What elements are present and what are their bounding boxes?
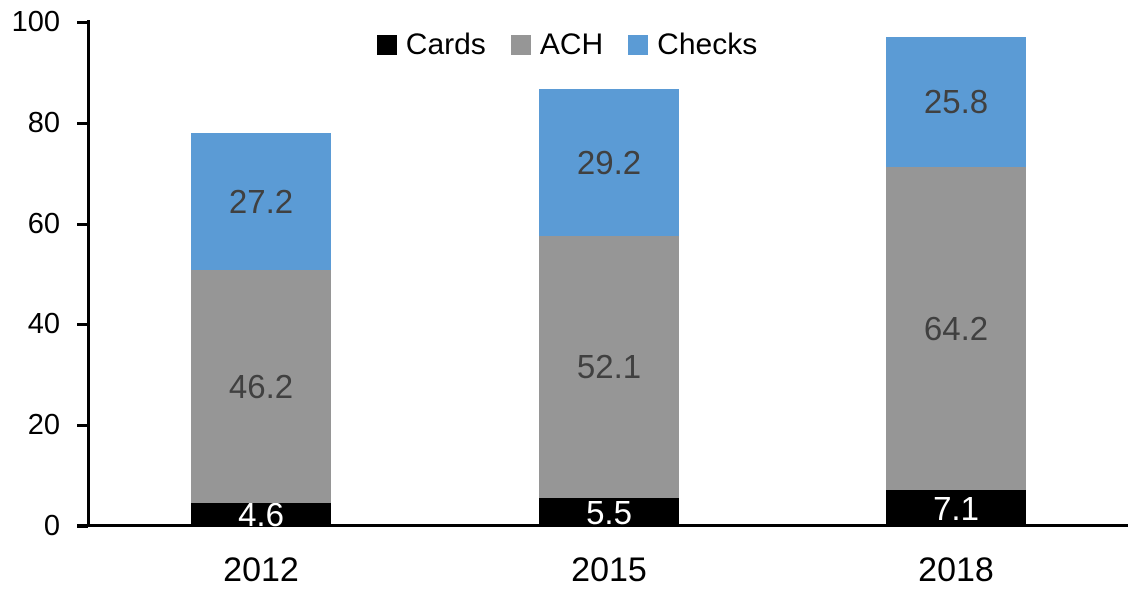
chart-legend: Cards ACH Checks: [0, 27, 1134, 63]
legend-label: Cards: [405, 28, 486, 61]
y-axis-tick: [77, 323, 88, 327]
bar-value-label: 29.2: [576, 143, 642, 181]
bar-segment-ach-2012: 46.2: [191, 269, 331, 503]
legend-label: Checks: [657, 28, 758, 61]
y-axis-tick: [77, 21, 88, 24]
legend-swatch-cards: [376, 35, 397, 55]
legend-label: ACH: [539, 28, 604, 61]
bar-segment-ach-2015: 52.1: [539, 235, 679, 499]
bar-segment-cards-2012: 4.6: [191, 498, 331, 531]
bar-value-label: 5.5: [586, 493, 632, 531]
bar-value-label: 64.2: [923, 309, 989, 347]
y-axis-tick-label: 0: [43, 510, 60, 542]
bar-segment-checks-2012: 27.2: [191, 132, 331, 270]
bar-segment-cards-2018: 7.1: [886, 490, 1026, 526]
x-axis-category-label: 2012: [223, 551, 299, 589]
y-axis-tick: [77, 222, 88, 226]
bar-segment-checks-2018: 25.8: [886, 36, 1026, 167]
bar-value-label: 4.6: [238, 495, 284, 533]
y-axis-line: [87, 20, 90, 527]
bar-segment-cards-2015: 5.5: [539, 493, 679, 531]
bar-value-label: 27.2: [228, 182, 294, 220]
y-axis-tick-label: 60: [27, 207, 60, 240]
y-axis-tick-label: 20: [27, 409, 60, 442]
bar-value-label: 52.1: [576, 348, 642, 386]
bar-value-label: 7.1: [933, 489, 979, 527]
bar-segment-ach-2018: 64.2: [886, 166, 1026, 491]
legend-swatch-ach: [510, 35, 531, 55]
y-axis-tick: [77, 424, 88, 428]
y-axis-tick: [77, 525, 88, 528]
y-axis-tick: [77, 121, 88, 125]
x-axis-category-label: 2018: [918, 551, 994, 589]
y-axis-tick-label: 40: [27, 308, 60, 341]
x-axis-category-label: 2015: [571, 551, 647, 589]
y-axis-tick-label: 80: [27, 106, 60, 139]
bar-value-label: 46.2: [228, 367, 294, 405]
legend-item-cards: Cards: [376, 28, 486, 61]
legend-item-ach: ACH: [510, 28, 604, 61]
y-axis-tick-label: 100: [11, 6, 60, 38]
bar-value-label: 25.8: [923, 83, 989, 121]
bar-segment-checks-2015: 29.2: [539, 88, 679, 236]
legend-item-checks: Checks: [628, 30, 757, 60]
legend-swatch-checks: [628, 35, 649, 55]
